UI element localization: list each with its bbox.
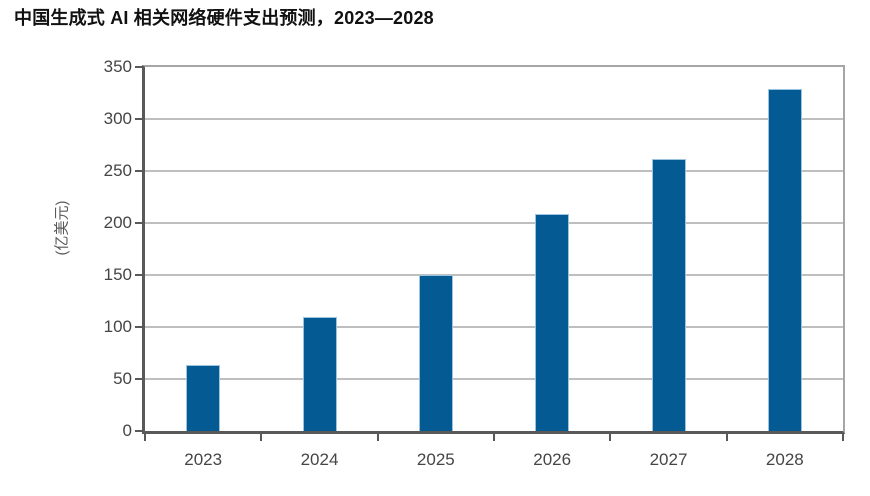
gridline-250: [145, 170, 843, 172]
y-tick-mark-150: [135, 274, 142, 276]
plot-area: [142, 65, 845, 434]
bar-2023: [186, 365, 221, 431]
x-tick-label-2023: 2023: [184, 450, 223, 469]
y-tick-mark-0: [135, 430, 142, 432]
bar-2025: [418, 275, 453, 431]
y-tick-label-150: 150: [103, 265, 132, 284]
x-axis-tick-labels: 2023 2024 2025 2026 2027 2028: [145, 449, 843, 473]
gridline-300: [145, 118, 843, 120]
bar-2024: [302, 316, 337, 431]
y-tick-mark-250: [135, 170, 142, 172]
x-axis-ticks: [142, 434, 845, 442]
gridline-50: [145, 378, 843, 380]
x-tick-mark-1: [260, 434, 263, 441]
x-tick-mark-2: [376, 434, 379, 441]
y-tick-label-200: 200: [103, 213, 132, 232]
y-tick-label-350: 350: [103, 57, 132, 76]
x-tick-mark-3: [493, 434, 495, 441]
bar-2027: [651, 158, 686, 431]
x-tick-mark-5: [725, 434, 728, 441]
y-tick-mark-350: [135, 66, 142, 68]
x-tick-label-2025: 2025: [416, 450, 455, 469]
gridline-200: [145, 222, 843, 224]
y-axis-tick-labels: 0 50 100 150 200 250 300 350: [0, 57, 132, 440]
x-tick-mark-6: [842, 434, 844, 441]
x-tick-label-2024: 2024: [300, 450, 339, 469]
y-tick-mark-300: [135, 118, 142, 120]
y-tick-mark-100: [135, 326, 142, 328]
y-tick-label-50: 50: [113, 369, 132, 388]
y-tick-mark-200: [135, 222, 142, 224]
y-tick-label-300: 300: [103, 109, 132, 128]
gridline-150: [145, 274, 843, 276]
x-tick-label-2028: 2028: [765, 450, 804, 469]
x-tick-label-2027: 2027: [649, 450, 688, 469]
y-tick-label-0: 0: [122, 421, 132, 440]
y-axis-ticks: [135, 66, 142, 432]
y-tick-mark-50: [135, 378, 142, 380]
x-tick-mark-0: [144, 434, 146, 441]
x-tick-mark-4: [609, 434, 612, 441]
x-tick-label-2026: 2026: [533, 450, 572, 469]
y-tick-label-250: 250: [103, 161, 132, 180]
gridline-100: [145, 326, 843, 328]
bar-2026: [535, 213, 570, 431]
chart-title: 中国生成式 AI 相关网络硬件支出预测，2023—2028: [14, 8, 434, 28]
bar-2028: [767, 88, 802, 431]
y-tick-label-100: 100: [103, 317, 132, 336]
